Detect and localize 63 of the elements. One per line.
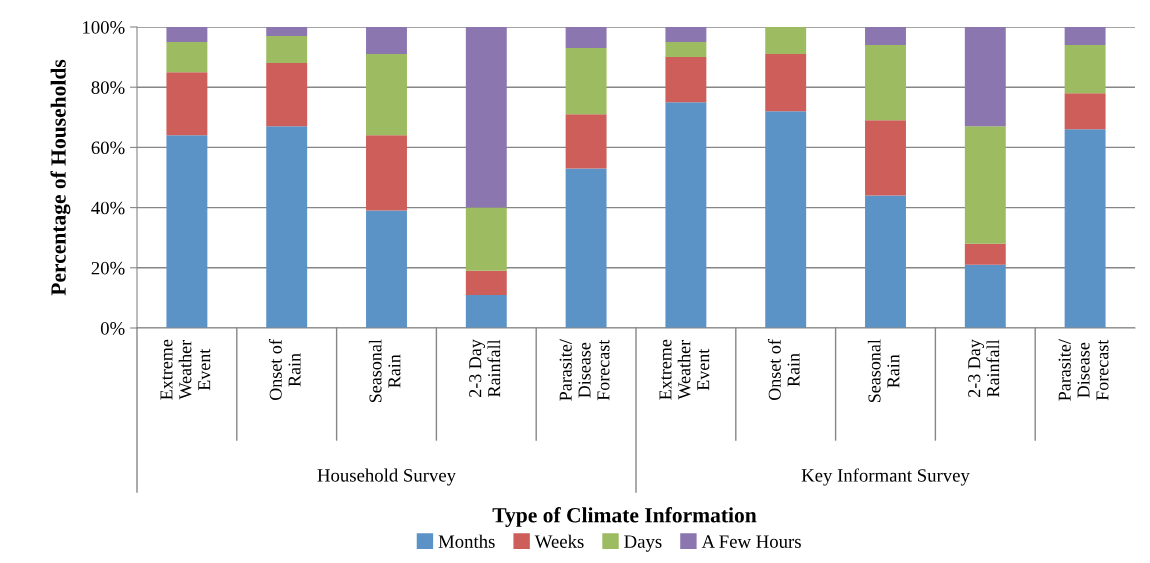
y-tick-label: 80% (91, 81, 125, 94)
bar (266, 126, 308, 328)
x-tick-label: Parasite/ Disease Forecast (559, 339, 610, 401)
x-tick-label: 2-3 Day Rainfall (968, 339, 1000, 397)
bar (166, 72, 208, 136)
bar (665, 27, 707, 43)
y-tick-label: 0% (100, 322, 125, 335)
bar (665, 102, 707, 328)
bar (765, 27, 807, 55)
bar (1064, 129, 1106, 328)
bar (964, 264, 1006, 328)
bar (665, 57, 707, 103)
x-axis-title: Type of Climate Information (492, 507, 757, 527)
bar (366, 27, 407, 55)
bar (166, 27, 208, 43)
bar (465, 294, 507, 328)
bar (266, 63, 308, 127)
x-tick-label: Parasite/ Disease Forecast (1058, 339, 1109, 401)
bar (266, 36, 308, 64)
bar (465, 207, 507, 271)
legend-label: Days (624, 535, 662, 552)
bar (465, 27, 507, 208)
bar (166, 135, 208, 328)
text: Key Informant Survey (801, 468, 970, 486)
bar (565, 114, 607, 169)
y-axis-title: Percentage of Households (50, 59, 71, 296)
bar (1064, 45, 1106, 94)
bar (765, 54, 807, 112)
bar (366, 210, 407, 328)
bar (765, 111, 807, 328)
bar (865, 45, 906, 121)
legend-label: A Few Hours (701, 535, 801, 548)
bar (366, 135, 407, 211)
bar (266, 27, 308, 37)
y-tick-label: 20% (91, 261, 125, 275)
x-tick-label: 2-3 Day Rainfall (469, 339, 501, 397)
x-tick-label: Extreme Weather Event (659, 339, 710, 400)
bar (565, 168, 607, 328)
y-tick-label: 100% (83, 21, 125, 34)
x-tick-label: Seasonal Rain (368, 339, 401, 403)
bar (964, 126, 1006, 244)
legend-label: Months (438, 534, 495, 548)
bar (1064, 27, 1106, 46)
bar (865, 195, 906, 328)
bar (565, 27, 607, 49)
bar (166, 42, 208, 73)
legend-label: Weeks (534, 534, 584, 548)
bar (865, 27, 906, 46)
bar (964, 27, 1006, 127)
x-tick-label: Seasonal Rain (867, 339, 900, 403)
y-tick-label: 40% (91, 201, 125, 215)
bar (1064, 93, 1106, 130)
bar (964, 243, 1006, 265)
bar (465, 270, 507, 295)
bar (366, 54, 407, 136)
bar (665, 42, 707, 58)
bar (565, 48, 607, 115)
x-tick-label: Onset of Rain (767, 339, 800, 401)
bar (865, 120, 906, 196)
x-tick-label: Onset of Rain (268, 339, 301, 401)
x-tick-label: Extreme Weather Event (160, 339, 211, 400)
text: Household Survey (317, 468, 456, 486)
y-tick-label: 60% (91, 141, 125, 155)
